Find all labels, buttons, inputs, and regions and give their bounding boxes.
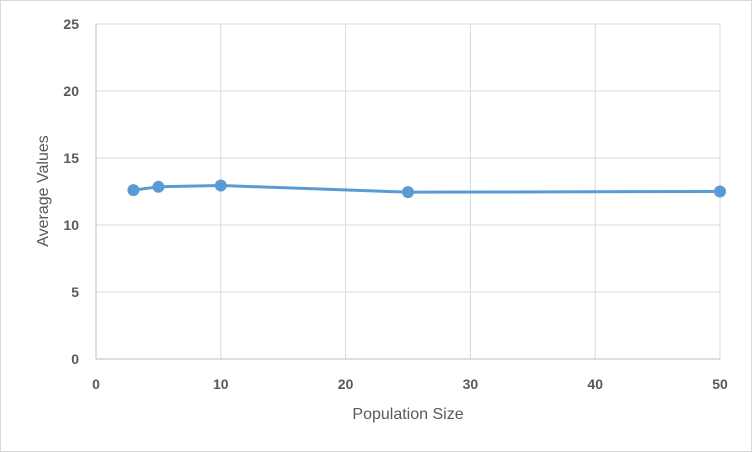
data-point bbox=[152, 180, 165, 193]
y-tick-label: 15 bbox=[63, 150, 79, 166]
x-tick-label: 30 bbox=[463, 376, 479, 392]
data-point bbox=[714, 185, 726, 198]
y-tick-label: 0 bbox=[71, 351, 79, 367]
gridlines bbox=[96, 23, 721, 359]
y-tick-label: 20 bbox=[63, 83, 79, 99]
axes bbox=[95, 24, 720, 360]
x-tick-label: 20 bbox=[338, 376, 354, 392]
data-point bbox=[127, 184, 140, 197]
x-axis-title: Population Size bbox=[352, 406, 463, 423]
data-series bbox=[127, 179, 726, 199]
x-tick-label: 0 bbox=[92, 376, 100, 392]
data-point bbox=[402, 186, 414, 199]
x-tick-label: 50 bbox=[712, 376, 728, 392]
x-tick-label: 40 bbox=[587, 376, 603, 392]
y-tick-label: 25 bbox=[63, 16, 79, 32]
data-point bbox=[214, 179, 227, 192]
y-tick-label: 5 bbox=[71, 284, 79, 300]
y-axis-title: Average Values bbox=[35, 135, 52, 246]
y-tick-label: 10 bbox=[63, 217, 79, 233]
tick-labels: 0 5 10 15 20 25 0 10 20 30 40 50 bbox=[63, 16, 728, 392]
x-tick-label: 10 bbox=[213, 376, 229, 392]
